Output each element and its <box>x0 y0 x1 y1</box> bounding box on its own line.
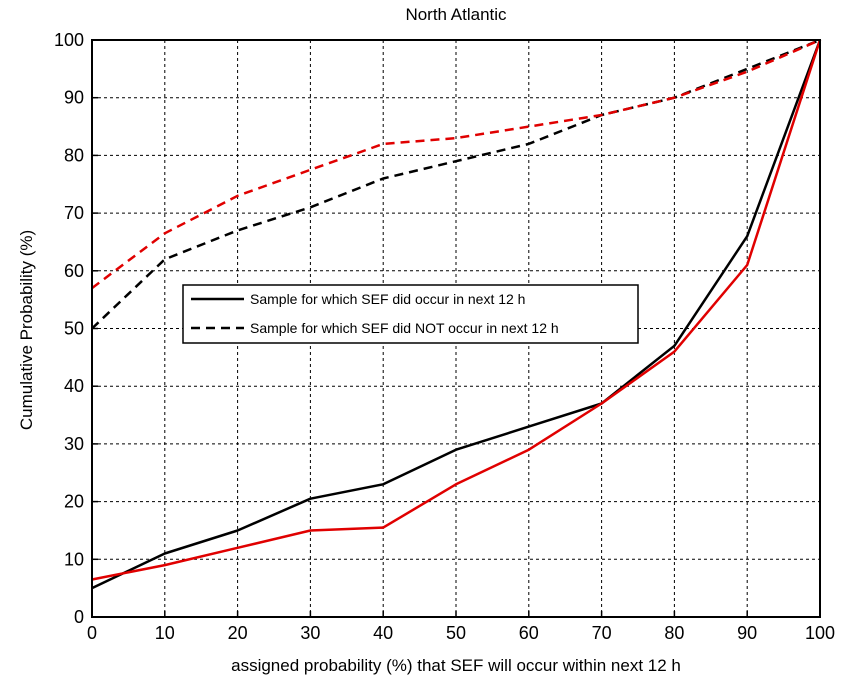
x-axis-title: assigned probability (%) that SEF will o… <box>231 656 681 675</box>
x-tick-label: 80 <box>664 623 684 643</box>
y-axis-title: Cumulative Probability (%) <box>17 230 36 430</box>
series-line-1 <box>91 39 822 590</box>
x-tick-label: 10 <box>155 623 175 643</box>
y-tick-label: 10 <box>64 549 84 569</box>
series-line-4 <box>91 38 821 290</box>
x-tick-label: 30 <box>300 623 320 643</box>
y-tick-label: 100 <box>54 30 84 50</box>
series-group <box>91 38 822 590</box>
tick-labels: 0 10 20 30 40 50 60 70 80 90 100 0 10 20 30 40 50 60 70 80 9… <box>54 30 835 643</box>
y-tick-label: 50 <box>64 319 84 339</box>
legend-label-sef-not-occurred: Sample for which SEF did NOT occur in ne… <box>250 320 559 336</box>
y-tick-label: 80 <box>64 145 84 165</box>
y-tick-label: 20 <box>64 492 84 512</box>
legend-label-sef-occurred: Sample for which SEF did occur in next 1… <box>250 291 525 307</box>
x-tick-label: 50 <box>446 623 466 643</box>
x-tick-label: 90 <box>737 623 757 643</box>
legend-box <box>182 284 639 344</box>
x-tick-label: 100 <box>805 623 835 643</box>
y-tick-label: 60 <box>64 261 84 281</box>
x-tick-label: 20 <box>228 623 248 643</box>
x-tick-label: 0 <box>87 623 97 643</box>
x-tick-label: 60 <box>519 623 539 643</box>
y-tick-label: 0 <box>74 607 84 627</box>
series-line-2 <box>91 39 822 581</box>
chart-title: North Atlantic <box>405 5 507 24</box>
y-tick-label: 90 <box>64 88 84 108</box>
y-tick-label: 30 <box>64 434 84 454</box>
y-tick-label: 40 <box>64 376 84 396</box>
legend: Sample for which SEF did occur in next 1… <box>182 284 639 344</box>
y-tick-label: 70 <box>64 203 84 223</box>
x-tick-label: 40 <box>373 623 393 643</box>
x-tick-label: 70 <box>592 623 612 643</box>
